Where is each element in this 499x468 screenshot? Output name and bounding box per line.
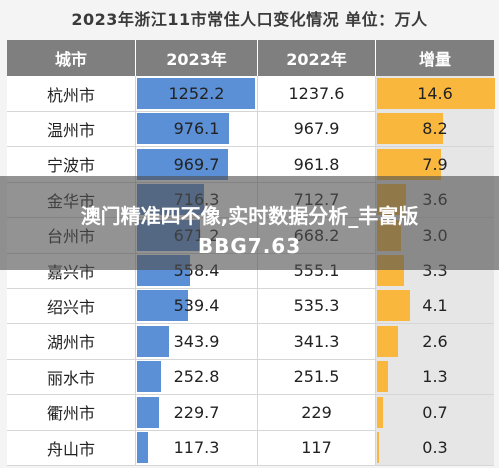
- bar-increase: [377, 78, 495, 109]
- cell-increase-value: 0.3: [422, 438, 448, 457]
- cell-city: 宁波市: [46, 156, 95, 176]
- bar-increase: [377, 396, 383, 428]
- watermark-text-line2: BBG7.63: [197, 234, 302, 258]
- table-row: 湖州市 343.9 341.3 2.6: [7, 323, 494, 360]
- bar-increase: [377, 325, 398, 357]
- cell-city: 杭州市: [46, 85, 95, 105]
- cell-2022-value: 341.3: [293, 331, 340, 351]
- cell-2023-value: 976.1: [173, 119, 220, 139]
- cell-2023-value: 539.4: [173, 296, 220, 316]
- cell-city: 温州市: [46, 120, 95, 140]
- header-increase: 增量: [376, 40, 494, 76]
- cell-2022-value: 251.5: [293, 367, 340, 387]
- bar-increase: [377, 361, 388, 393]
- cell-2022-value: 229: [301, 402, 332, 422]
- bar-2023: [137, 148, 229, 180]
- watermark-band: [0, 176, 499, 270]
- increase-bar-track: [376, 359, 494, 395]
- table-row: 舟山市 117.3 117 0.3: [7, 430, 494, 466]
- cell-increase-value: 0.7: [422, 402, 448, 422]
- bar-increase: [377, 113, 444, 145]
- table-row: 丽水市 252.8 251.5 1.3: [7, 359, 494, 396]
- cell-2022-value: 535.3: [293, 296, 340, 316]
- bar-2023: [137, 361, 161, 393]
- cell-city: 湖州市: [46, 333, 95, 353]
- bar-2023: [137, 290, 188, 322]
- cell-2023-value: 117.3: [173, 438, 220, 457]
- bar-increase: [377, 148, 441, 180]
- table-row: 宁波市 969.7 961.8 7.9: [7, 146, 494, 183]
- population-table: 城市 2023年 2022年 增量 杭州市 1252.2 1237.6 14.6 温州市…: [7, 40, 495, 466]
- bar-2023: [137, 78, 255, 109]
- cell-increase-value: 14.6: [417, 84, 453, 103]
- bar-2023: [137, 396, 159, 428]
- cell-2022-value: 117: [301, 438, 332, 457]
- cell-increase-value: 4.1: [422, 296, 448, 316]
- cell-increase-value: 2.6: [422, 331, 448, 351]
- cell-2022-value: 967.9: [293, 119, 340, 139]
- bar-increase: [377, 432, 380, 463]
- increase-bar-track: [376, 430, 494, 465]
- cell-2023-value: 229.7: [173, 402, 220, 422]
- cell-city: 绍兴市: [46, 297, 95, 317]
- cell-increase-value: 1.3: [422, 367, 448, 387]
- cell-2022-value: 961.8: [293, 154, 340, 174]
- cell-2023-value: 969.7: [173, 154, 220, 174]
- cell-increase-value: 7.9: [422, 154, 448, 174]
- cell-city: 衢州市: [46, 404, 95, 424]
- cell-2023-value: 252.8: [173, 367, 220, 387]
- column-separator: [257, 76, 258, 466]
- watermark-text-line1: 澳门精准四不像,实时数据分析_丰富版: [80, 204, 419, 228]
- bar-2023: [137, 113, 229, 145]
- header-city: 城市: [7, 40, 135, 76]
- cell-city: 舟山市: [46, 439, 95, 459]
- column-separator: [135, 76, 136, 466]
- cell-increase-value: 8.2: [422, 119, 448, 139]
- table-row: 温州市 976.1 967.9 8.2: [7, 111, 494, 148]
- header-2023: 2023年: [136, 40, 257, 76]
- bar-2023: [137, 325, 170, 357]
- increase-bar-track: [376, 394, 494, 430]
- cell-2022-value: 1237.6: [288, 84, 345, 103]
- cell-2023-value: 343.9: [173, 331, 220, 351]
- table-row: 衢州市 229.7 229 0.7: [7, 394, 494, 431]
- header-2022: 2022年: [258, 40, 375, 76]
- bar-increase: [377, 290, 411, 322]
- cell-city: 丽水市: [46, 368, 95, 388]
- table-row: 绍兴市 539.4 535.3 4.1: [7, 288, 494, 325]
- chart-title: 2023年浙江11市常住人口变化情况 单位：万人: [71, 10, 428, 29]
- cell-2023-value: 1252.2: [168, 84, 225, 103]
- table-row: 杭州市 1252.2 1237.6 14.6: [7, 76, 495, 112]
- column-separator: [375, 76, 376, 466]
- bar-2023: [137, 432, 149, 463]
